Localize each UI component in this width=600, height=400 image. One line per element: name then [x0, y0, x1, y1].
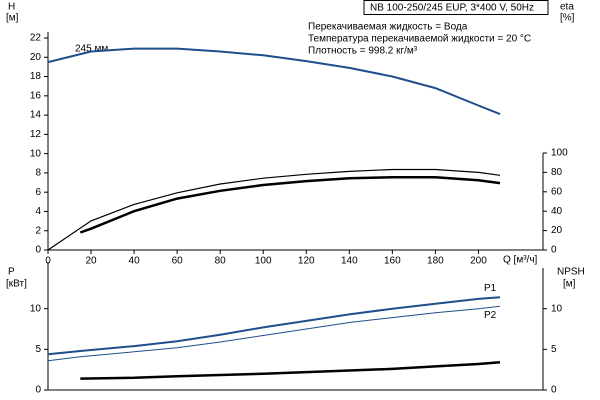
curve	[47, 168, 501, 251]
curve	[80, 361, 501, 380]
y2-tick-label: 10	[551, 303, 563, 314]
y2-tick-label: 60	[551, 186, 563, 197]
y-tick-label: 16	[30, 90, 42, 101]
curve	[47, 47, 501, 116]
y2-tick-label: 5	[551, 344, 557, 355]
y-tick-label: 5	[35, 344, 41, 355]
x-tick-label: 200	[470, 256, 487, 267]
y-label: P	[8, 267, 15, 278]
y-tick-label: 20	[30, 52, 42, 63]
y-unit: [м]	[6, 13, 19, 24]
y-label: H	[8, 2, 15, 13]
y-tick-label: 10	[30, 148, 42, 159]
x-tick-label: 60	[172, 256, 184, 267]
y2-unit: [%]	[560, 13, 575, 24]
y2-tick-label: 20	[551, 225, 563, 236]
y2-tick-label: 100	[551, 148, 568, 159]
y-tick-label: 4	[35, 206, 41, 217]
annotation: 245 мм	[75, 44, 108, 55]
y2-tick-label: 80	[551, 167, 563, 178]
note: Температура перекачиваемой жидкости = 20…	[308, 34, 531, 45]
curve	[79, 176, 501, 234]
x-tick-label: 80	[215, 256, 227, 267]
y-tick-label: 22	[30, 33, 42, 44]
y2-tick-label: 40	[551, 206, 563, 217]
y2-label: NPSH	[557, 267, 585, 278]
y-tick-label: 14	[30, 110, 42, 121]
y-tick-label: 12	[30, 129, 42, 140]
series-label: P2	[484, 310, 497, 321]
x-tick-label: 120	[298, 256, 315, 267]
note: Перекачиваемая жидкость = Вода	[308, 22, 468, 33]
y-tick-label: 0	[35, 245, 41, 256]
y-tick-label: 2	[35, 225, 41, 236]
x-tick-label: 40	[129, 256, 141, 267]
model: NB 100-250/245 EUP, 3*400 V, 50Hz	[370, 3, 534, 14]
x-tick-label: 180	[427, 256, 444, 267]
y2-tick-label: 0	[551, 385, 557, 396]
x-label: Q [м³/ч]	[503, 255, 538, 266]
note: Плотность = 998.2 кг/м³	[308, 46, 418, 57]
series-label: P1	[484, 283, 497, 294]
y-tick-label: 6	[35, 187, 41, 198]
y2-unit: [м]	[563, 279, 576, 290]
x-tick-label: 0	[45, 256, 51, 267]
x-tick-label: 20	[85, 256, 97, 267]
curve	[47, 305, 501, 362]
y-tick-label: 18	[30, 71, 42, 82]
x-tick-label: 160	[384, 256, 401, 267]
x-tick-label: 140	[341, 256, 358, 267]
y2-tick-label: 0	[551, 245, 557, 256]
x-tick-label: 100	[255, 256, 272, 267]
y-unit: [кВт]	[6, 279, 27, 290]
curve	[47, 296, 501, 356]
y2-label: eta	[560, 2, 574, 13]
y-tick-label: 10	[30, 303, 42, 314]
y-tick-label: 0	[35, 385, 41, 396]
model-box	[363, 0, 549, 15]
y-tick-label: 8	[35, 168, 41, 179]
